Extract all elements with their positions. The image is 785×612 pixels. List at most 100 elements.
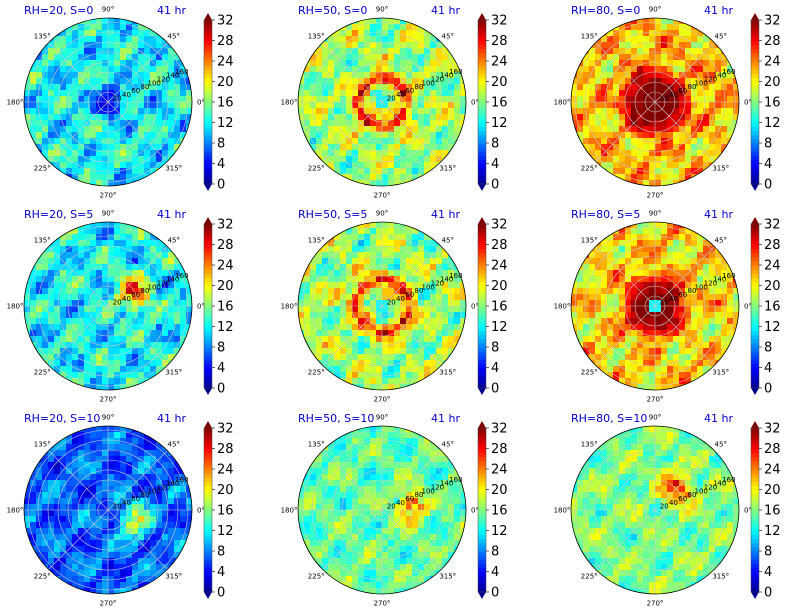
heatmap-cell (430, 36, 437, 43)
heatmap-cell (144, 276, 151, 283)
heatmap-cell (138, 150, 145, 157)
heatmap-cell (48, 252, 55, 259)
heatmap-cell (382, 156, 389, 163)
heatmap-cell (72, 498, 79, 505)
heatmap-cell (90, 144, 97, 151)
heatmap-cell (60, 342, 67, 349)
heatmap-cell (376, 324, 383, 331)
heatmap-cell (340, 126, 347, 133)
heatmap-cell (138, 450, 145, 457)
heatmap-cell (649, 24, 656, 31)
heatmap-cell (42, 312, 49, 319)
heatmap-cell (691, 258, 698, 265)
heatmap-cell (328, 108, 335, 115)
heatmap-cell (697, 336, 704, 343)
heatmap-cell (54, 60, 61, 67)
heatmap-cell (685, 270, 692, 277)
colorbar-segment (478, 322, 486, 327)
colorbar-segment (751, 301, 759, 307)
heatmap-cell (412, 42, 419, 49)
heatmap-cell (90, 120, 97, 127)
heatmap-cell (132, 354, 139, 361)
heatmap-cell (156, 498, 163, 505)
heatmap-cell (388, 48, 395, 55)
heatmap-cell (382, 378, 389, 385)
heatmap-cell (685, 282, 692, 289)
radial-tick-label: 60 (131, 87, 140, 95)
heatmap-cell (655, 174, 662, 181)
heatmap-cell (54, 444, 61, 451)
heatmap-cell (436, 102, 443, 109)
heatmap-cell (382, 264, 389, 271)
heatmap-cell (346, 144, 353, 151)
colorbar-segment (478, 293, 486, 299)
heatmap-cell (382, 30, 389, 37)
heatmap-cell (364, 378, 371, 385)
heatmap-cell (376, 54, 383, 61)
heatmap-cell (655, 330, 662, 337)
colorbar-extend-max (478, 217, 486, 224)
heatmap-cell (102, 180, 109, 186)
colorbar-segment (751, 334, 759, 340)
heatmap-cell (679, 30, 686, 37)
heatmap-cell (316, 114, 323, 121)
heatmap-cell (358, 312, 365, 319)
heatmap-cell (667, 90, 674, 97)
heatmap-cell (316, 354, 323, 361)
heatmap-cell (583, 60, 590, 67)
heatmap-cell (340, 138, 347, 145)
heatmap-cell (174, 120, 181, 127)
heatmap-cell (328, 360, 335, 367)
heatmap-cell (96, 336, 103, 343)
heatmap-cell (637, 276, 644, 283)
colorbar-segment (204, 167, 212, 173)
heatmap-cell (460, 102, 466, 109)
heatmap-cell (304, 294, 311, 301)
heatmap-cell (655, 372, 662, 379)
heatmap-cell (72, 510, 79, 517)
colorbar-segment (751, 134, 759, 140)
heatmap-cell (613, 324, 620, 331)
heatmap-cell (346, 276, 353, 283)
heatmap-cell (364, 96, 371, 103)
heatmap-cell (180, 510, 187, 517)
heatmap-cell (721, 120, 728, 127)
heatmap-cell (144, 468, 151, 475)
heatmap-cell (607, 102, 614, 109)
heatmap-cell (631, 114, 638, 121)
heatmap-cell (607, 60, 614, 67)
heatmap-cell (36, 468, 43, 475)
heatmap-cell (643, 180, 650, 186)
heatmap-cell (412, 120, 419, 127)
heatmap-cell (66, 318, 73, 325)
heatmap-cell (430, 126, 437, 133)
heatmap-cell (114, 438, 121, 445)
heatmap-cell (96, 42, 103, 49)
heatmap-cell (607, 360, 614, 367)
heatmap-cell (364, 354, 371, 361)
heatmap-cell (577, 276, 584, 283)
heatmap-cell (649, 258, 656, 265)
heatmap-cell (685, 228, 692, 235)
heatmap-cell (685, 162, 692, 169)
heatmap-cell (96, 288, 103, 295)
heatmap-cell (691, 288, 698, 295)
colorbar-segment (204, 122, 212, 128)
heatmap-cell (655, 18, 662, 25)
heatmap-cell (358, 96, 365, 103)
heatmap-cell (304, 120, 311, 127)
heatmap-cell (346, 132, 353, 139)
heatmap-cell (412, 150, 419, 157)
heatmap-cell (48, 102, 55, 109)
heatmap-cell (442, 252, 449, 259)
heatmap-cell (691, 354, 698, 361)
heatmap-cell (667, 312, 674, 319)
heatmap-cell (102, 174, 109, 181)
heatmap-cell (370, 84, 377, 91)
heatmap-cell (54, 330, 61, 337)
heatmap-cell (436, 120, 443, 127)
heatmap-cell (661, 360, 668, 367)
heatmap-cell (126, 234, 133, 241)
heatmap-cell (679, 96, 686, 103)
